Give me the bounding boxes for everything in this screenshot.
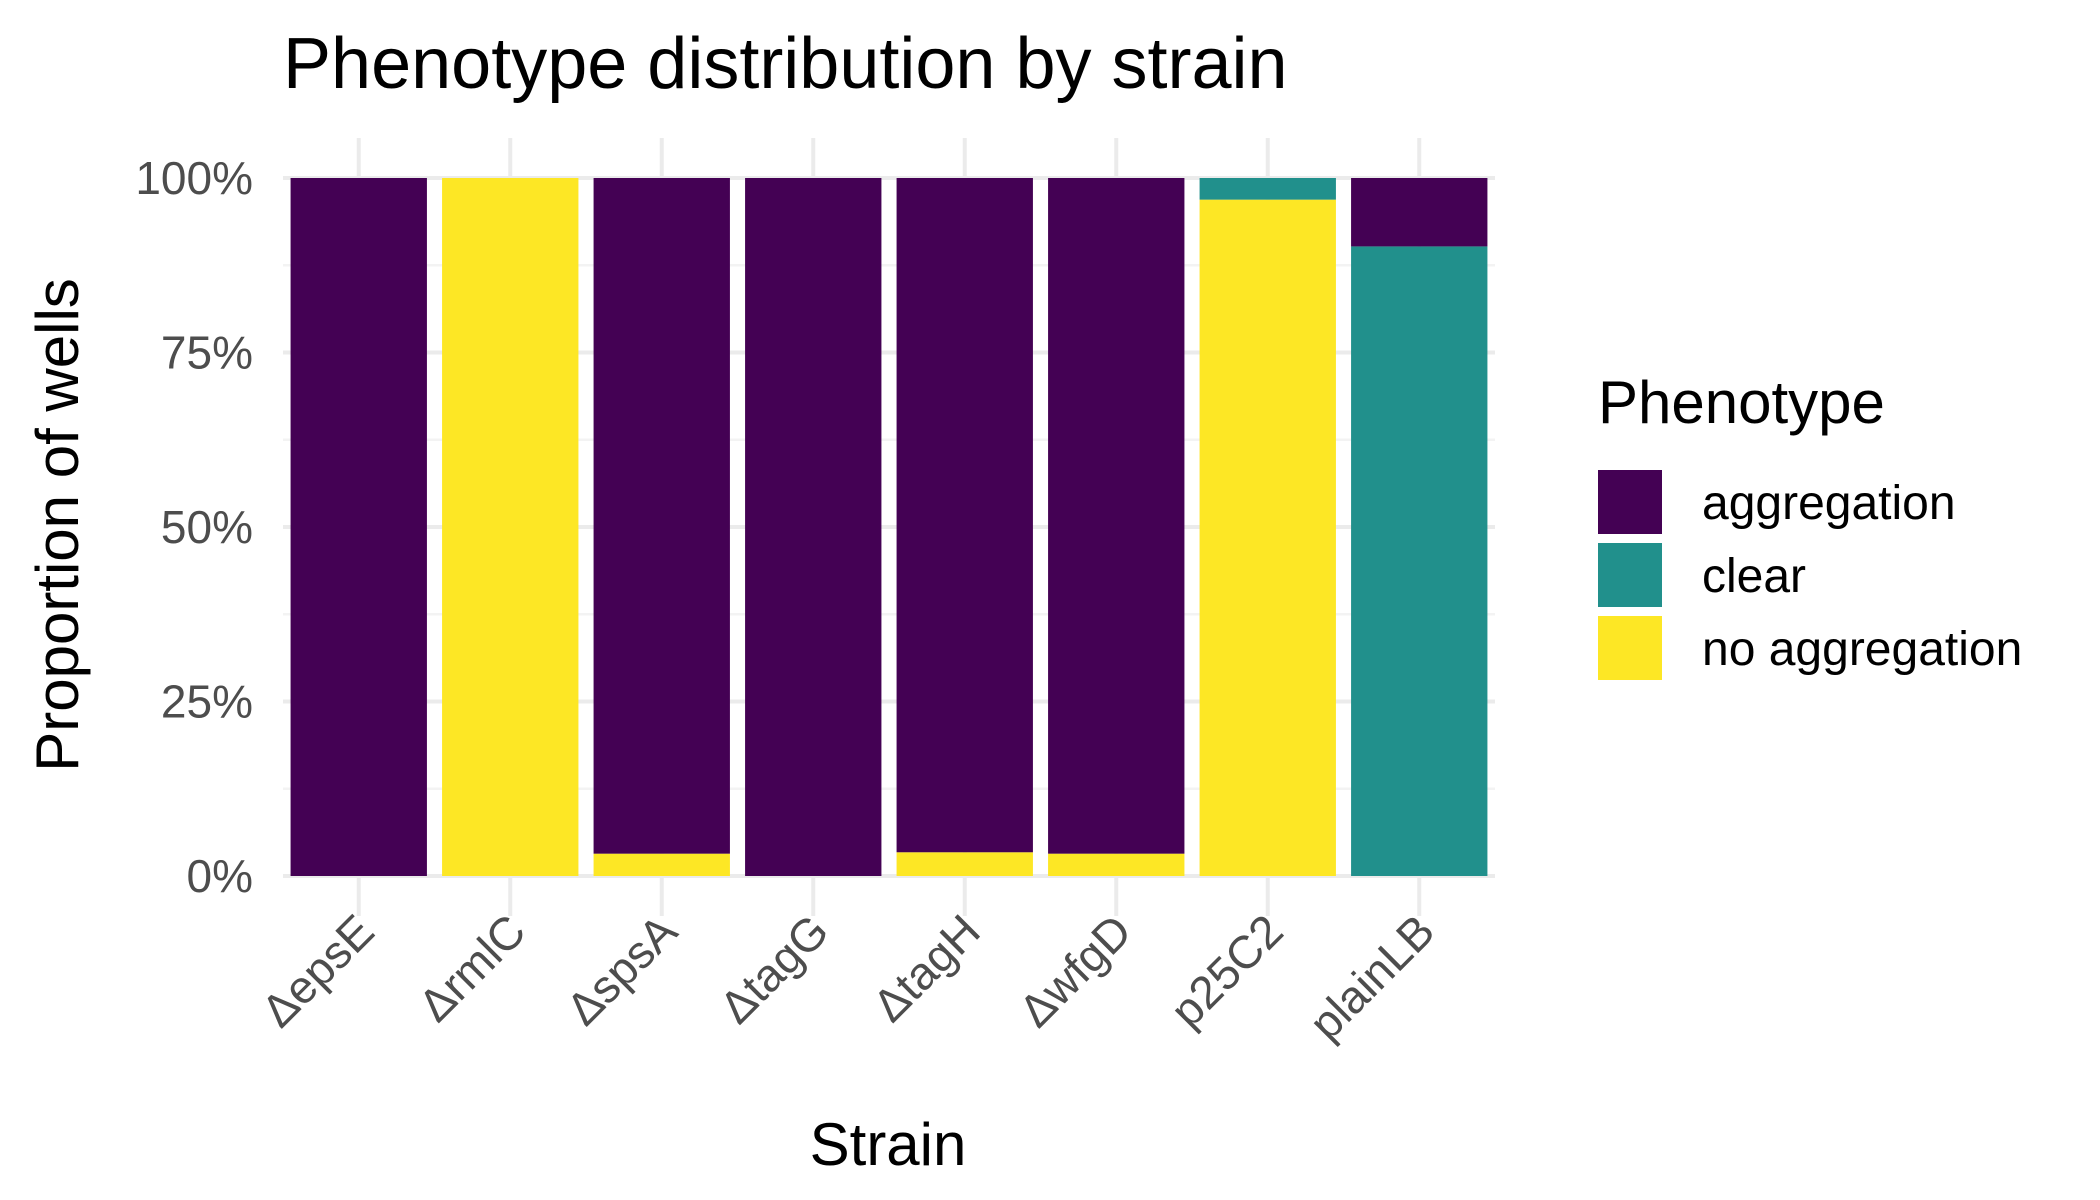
x-axis-ticks: ΔepsE ΔrmlC ΔspsA ΔtagG ΔtagH ΔwfgD p25C2 plain… [251,904,1444,1049]
bar-segment-no-aggregation [1048,853,1185,876]
bar-segment-aggregation [593,178,730,854]
bar-segment-clear [1351,246,1488,877]
bar-segment-aggregation [745,178,882,876]
legend-title: Phenotype [1598,369,1885,436]
x-tick-label: ΔepsE [251,904,384,1037]
legend-label: clear [1702,550,1806,603]
bar-segment-no-aggregation [442,178,579,876]
bar-segment-no-aggregation [593,853,730,876]
legend-label: no aggregation [1702,623,2022,676]
x-tick-label: p25C2 [1160,904,1293,1037]
y-axis-title: Proportion of wells [24,278,91,772]
legend-key-no-aggregation [1598,616,1662,680]
legend-key-clear [1598,543,1662,607]
bar-segment-no-aggregation [1199,199,1336,876]
legend-items: aggregation clear no aggregation [1598,470,2022,680]
legend-key-aggregation [1598,470,1662,534]
bar-segment-aggregation [896,178,1033,853]
y-tick-label: 25% [161,676,253,728]
x-axis-title: Strain [810,1111,967,1178]
y-axis-ticks: 0% 25% 50% 75% 100% [135,152,253,902]
x-tick-label: ΔspsA [556,904,687,1035]
bar-segment-aggregation [1351,178,1488,247]
x-tick-label: ΔtagH [863,904,990,1031]
bar-segment-clear [1199,178,1336,200]
legend: Phenotype aggregation clear no aggregation [1598,369,2022,680]
legend-label: aggregation [1702,477,1956,530]
x-tick-label: plainLB [1299,904,1444,1049]
x-tick-label: ΔtagG [709,904,838,1033]
bar-segment-aggregation [290,178,427,876]
x-tick-label: ΔrmlC [408,904,535,1031]
y-tick-label: 100% [135,152,253,204]
y-tick-label: 75% [161,327,253,379]
bar-segment-aggregation [1048,178,1185,854]
y-tick-label: 0% [187,850,253,902]
bar-segment-no-aggregation [896,852,1033,876]
x-tick-label: ΔwfgD [1009,904,1142,1037]
y-tick-label: 50% [161,501,253,553]
chart-title: Phenotype distribution by strain [283,24,1288,104]
bars [290,178,1488,877]
